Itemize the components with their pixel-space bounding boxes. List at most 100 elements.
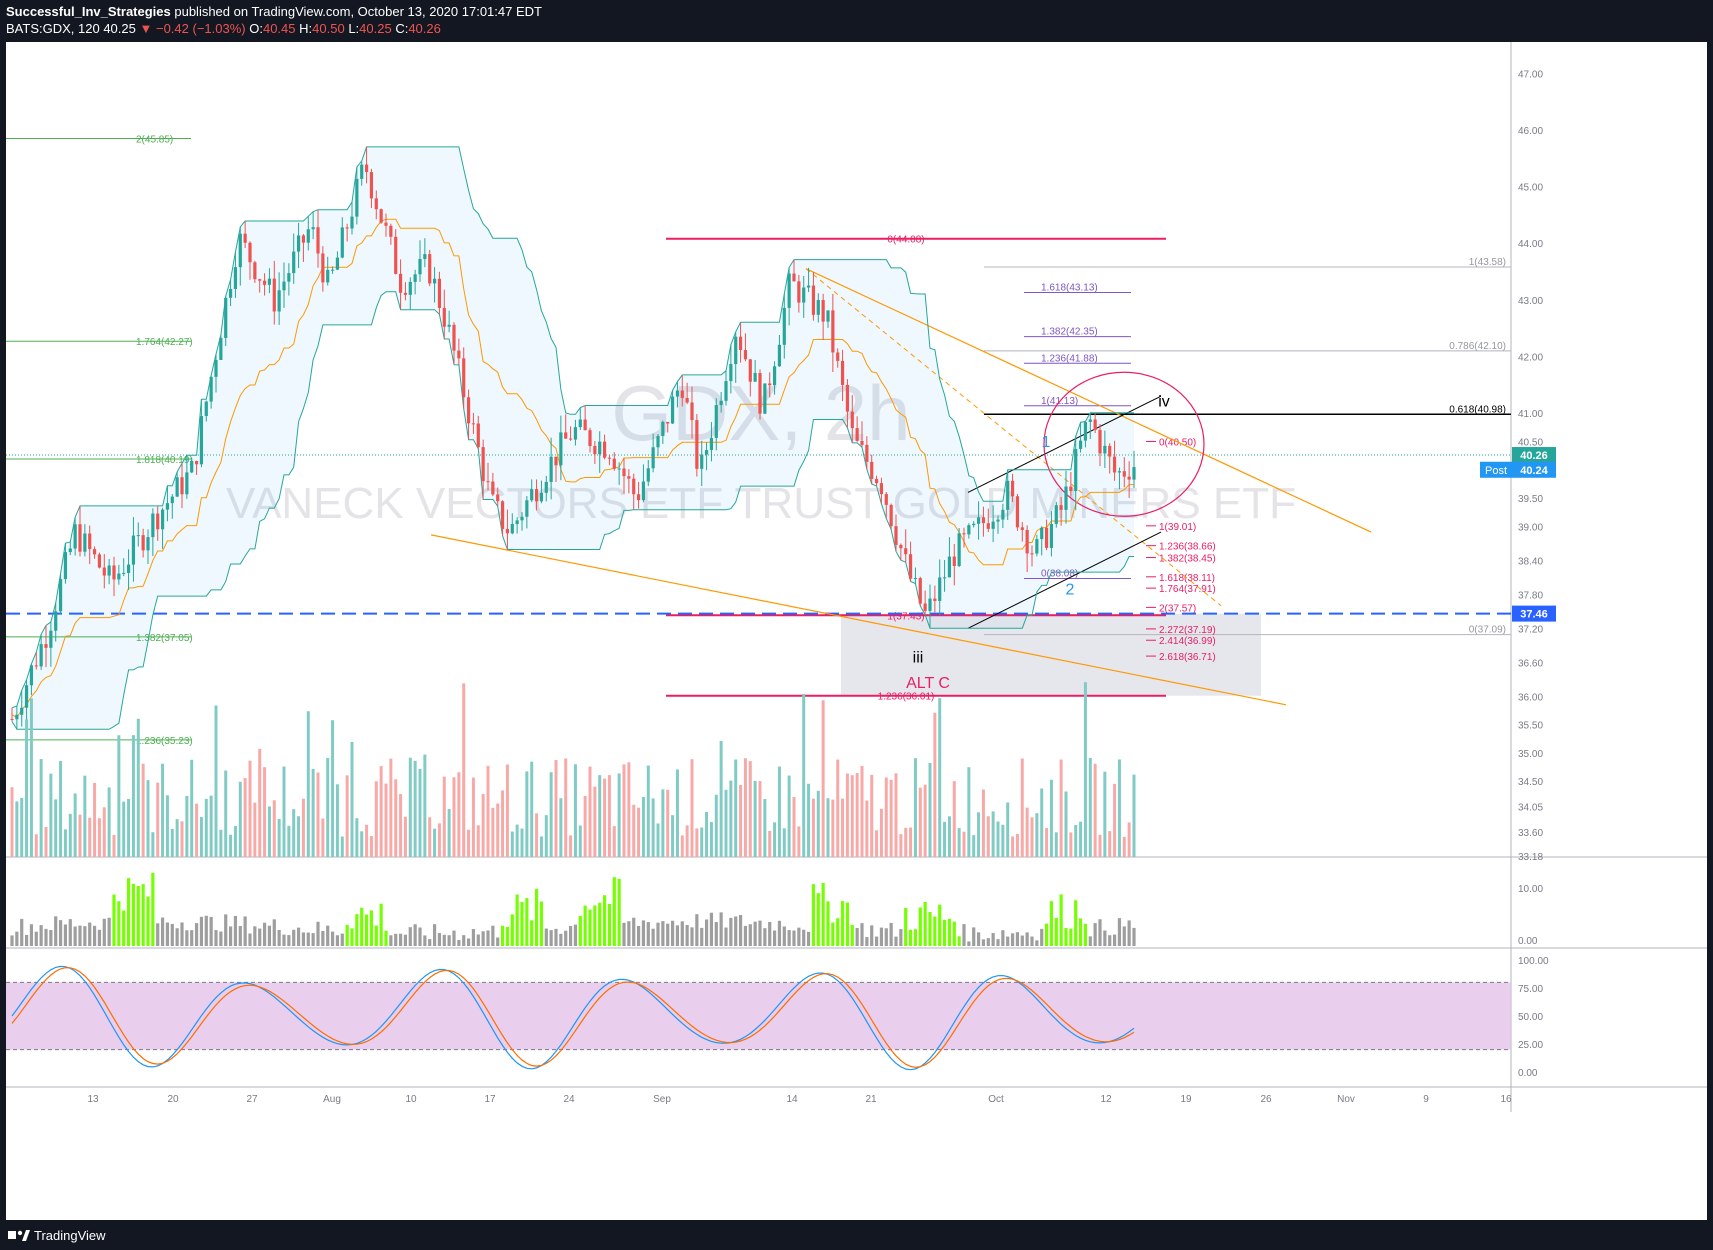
oscillator-bar: [928, 912, 932, 946]
volume-bar: [622, 764, 626, 857]
symbol-interval[interactable]: BATS:GDX, 120: [6, 21, 100, 36]
candle-body: [403, 292, 408, 295]
x-axis-tick: 20: [167, 1094, 179, 1105]
candle-body: [816, 300, 820, 315]
volume-bar: [282, 766, 286, 857]
candle-body: [389, 225, 393, 237]
price-axis-tick: 34.50: [1518, 777, 1543, 788]
oscillator-bar: [675, 925, 680, 946]
oscillator-bar: [496, 937, 500, 946]
oscillator-bar: [1122, 926, 1126, 946]
volume-bar: [131, 735, 135, 857]
volume-bar: [452, 777, 456, 857]
candle-body: [1112, 456, 1117, 473]
x-axis-tick: 27: [246, 1094, 258, 1105]
candle-body: [457, 350, 461, 359]
footer-brand[interactable]: TradingView: [34, 1228, 106, 1243]
volume-bar: [1093, 763, 1097, 857]
oscillator-bar: [904, 908, 908, 946]
price-axis-tick: 36.00: [1518, 692, 1543, 703]
volume-bar: [1011, 836, 1015, 857]
donchian-fill: [12, 146, 1134, 730]
price-axis-tick: 35.50: [1518, 721, 1543, 732]
oscillator-bar: [258, 928, 262, 946]
close-label: C:: [395, 21, 409, 36]
oscillator-bar: [219, 931, 223, 946]
x-axis-tick: 26: [1260, 1094, 1272, 1105]
oscillator-bar: [933, 916, 937, 946]
x-axis-tick: 13: [87, 1094, 99, 1105]
candle-body: [423, 254, 427, 259]
candle-body: [904, 548, 908, 555]
candle-body: [1025, 529, 1029, 554]
volume-bar: [156, 782, 160, 857]
chart-area[interactable]: GDX, 2h VANECK VECTORS ETF TRUST GOLD MIN…: [6, 42, 1707, 1220]
volume-bar: [831, 799, 835, 857]
volume-bar: [267, 806, 271, 857]
volume-bar: [627, 762, 631, 857]
oscillator-bar: [1001, 930, 1005, 946]
oscillator-bar: [63, 924, 68, 946]
volume-bar: [957, 828, 961, 857]
oscillator-bar: [1006, 936, 1010, 946]
channel-line-lower: [967, 531, 1162, 629]
candle-body: [500, 501, 505, 529]
volume-bar: [379, 766, 383, 857]
chart-header: Successful_Inv_Strategies published on T…: [0, 0, 1713, 42]
candle-body: [199, 416, 204, 465]
volume-bar: [816, 790, 820, 857]
oscillator-bar: [996, 939, 1000, 946]
volume-bar: [748, 761, 752, 857]
fib-level-label: 1.764(42.27): [136, 337, 193, 348]
oscillator-bar: [107, 917, 111, 946]
candle-body: [564, 432, 568, 439]
oscillator-bar: [787, 930, 791, 946]
candle-body: [651, 447, 655, 469]
volume-bar: [423, 754, 427, 857]
oscillator-bar: [151, 872, 155, 946]
candle-body: [661, 421, 665, 436]
candle-body: [738, 336, 743, 351]
oscillator-bar: [1040, 928, 1044, 946]
oscillator-bar: [364, 914, 369, 946]
oscillator-bar: [384, 930, 388, 946]
volume-bar: [743, 758, 747, 857]
oscillator-bar: [831, 922, 835, 946]
oscillator-bar: [253, 926, 257, 946]
candle-body: [282, 281, 286, 291]
oscillator-bar: [24, 934, 29, 946]
candle-body: [122, 572, 126, 574]
candle-body: [695, 420, 699, 469]
volume-bar: [1098, 834, 1102, 857]
x-axis-tick: Aug: [323, 1094, 341, 1105]
volume-bar: [442, 776, 446, 857]
tradingview-logo-icon: [8, 1230, 30, 1241]
candle-body: [102, 567, 106, 576]
candle-body: [1010, 480, 1015, 497]
oscillator-bar: [500, 925, 505, 946]
oscillator-bar: [199, 916, 204, 946]
price-axis-tick: 39.50: [1518, 494, 1543, 505]
volume-bar: [1088, 757, 1092, 857]
oscillator-bar: [457, 939, 461, 946]
volume-bar: [758, 781, 762, 857]
candle-body: [170, 496, 174, 504]
candle-body: [578, 419, 582, 428]
oscillator-bar: [821, 883, 825, 946]
oscillator-bar: [1074, 900, 1078, 946]
oscillator-bar: [292, 929, 296, 946]
candle-body: [879, 483, 884, 495]
candle-body: [792, 273, 796, 282]
author-name[interactable]: Successful_Inv_Strategies: [6, 4, 171, 19]
volume-bar: [25, 719, 29, 857]
candle-body: [1015, 496, 1020, 528]
candle-body: [632, 478, 636, 495]
volume-bar: [588, 766, 592, 857]
oscillator-bar: [889, 922, 893, 946]
oscillator-bar: [277, 929, 281, 946]
volume-bar: [59, 760, 63, 857]
volume-bar: [1074, 825, 1078, 857]
oscillator-bar: [811, 884, 816, 946]
volume-bar: [923, 784, 927, 857]
